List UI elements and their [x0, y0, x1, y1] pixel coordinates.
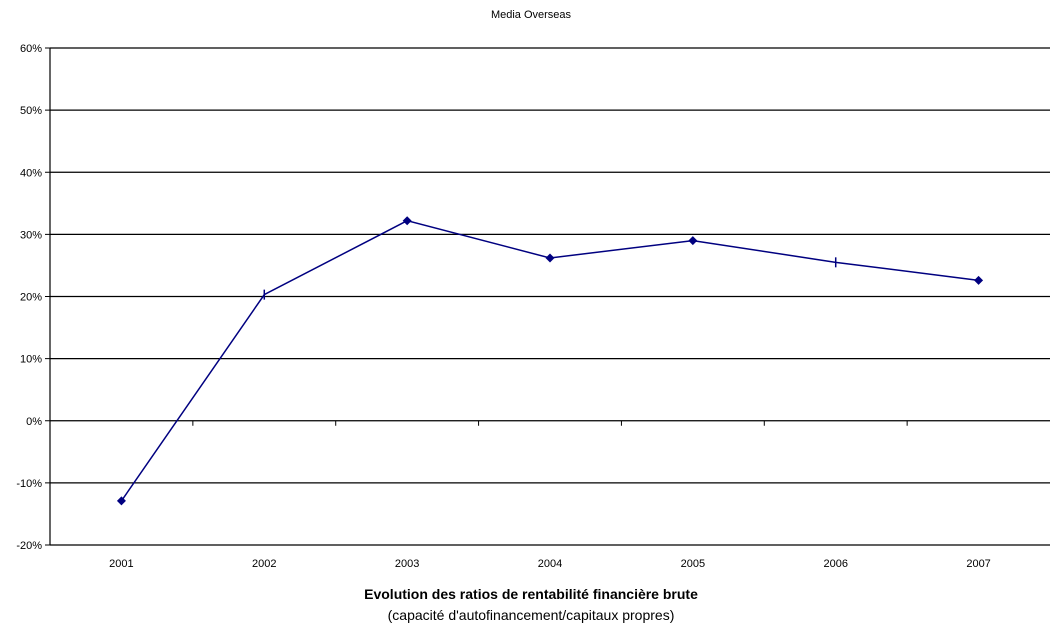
chart-title: Media Overseas: [491, 9, 572, 21]
x-tick-label: 2006: [823, 558, 847, 570]
x-tick-label: 2007: [966, 558, 990, 570]
data-point: [688, 236, 698, 246]
x-tick-label: 2003: [395, 558, 419, 570]
x-tick-label: 2001: [109, 558, 133, 570]
data-point: [974, 275, 984, 285]
x-axis-sublabel: (capacité d'autofinancement/capitaux pro…: [388, 607, 675, 623]
x-axis-ticks: 2001 2002 2003 2004 2005 2006 2007: [109, 420, 991, 570]
data-point: [116, 496, 126, 506]
data-point: [545, 253, 555, 263]
y-tick-label: -20%: [16, 540, 42, 552]
y-tick-label: -10%: [16, 478, 42, 490]
y-tick-label: 40%: [20, 167, 42, 179]
series-line: [120, 219, 979, 502]
x-tick-label: 2005: [681, 558, 705, 570]
y-tick-label: 0%: [26, 416, 42, 428]
y-tick-label: 30%: [20, 229, 42, 241]
y-axis-ticks: -20% -10% 0% 10% 20% 30% 40% 50% 60%: [16, 43, 50, 552]
y-tick-label: 60%: [20, 43, 42, 55]
grid: [49, 47, 1050, 546]
x-tick-label: 2002: [252, 558, 276, 570]
series: [116, 216, 984, 506]
x-tick-label: 2004: [538, 558, 562, 570]
x-axis-label: Evolution des ratios de rentabilité fina…: [364, 586, 698, 602]
y-tick-label: 50%: [20, 105, 42, 117]
y-tick-label: 10%: [20, 354, 42, 366]
data-point: [402, 216, 412, 226]
y-tick-label: 20%: [20, 292, 42, 304]
